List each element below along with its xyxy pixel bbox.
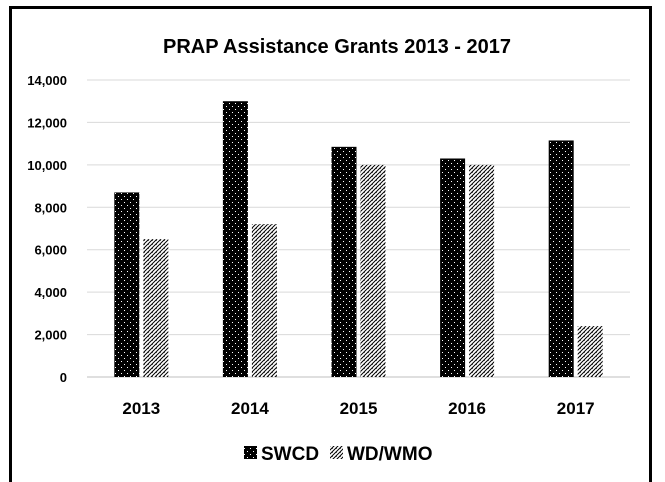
bar-wd-wmo-2013	[143, 239, 169, 377]
bar-wd-wmo-2016	[469, 164, 495, 377]
y-tick-label: 6,000	[34, 243, 67, 258]
legend-label: WD/WMO	[347, 444, 432, 465]
x-tick-label: 2015	[340, 399, 378, 418]
bar-swcd-2015	[331, 146, 357, 377]
y-axis-ticks: 0 2,000 4,000 6,000 8,000 10,000 12,000 14,000	[27, 73, 67, 385]
y-tick-label: 14,000	[27, 73, 67, 88]
y-tick-label: 12,000	[27, 115, 67, 130]
y-tick-label: 10,000	[27, 158, 67, 173]
legend: SWCD WD/WMO	[244, 444, 432, 465]
y-tick-label: 8,000	[34, 200, 67, 215]
bars	[114, 101, 603, 377]
bar-swcd-2014	[222, 101, 248, 377]
legend-label: SWCD	[261, 444, 319, 465]
x-tick-label: 2016	[448, 399, 486, 418]
legend-swatch	[244, 446, 257, 459]
bar-wd-wmo-2015	[360, 164, 386, 377]
x-tick-label: 2014	[231, 399, 269, 418]
bar-swcd-2016	[440, 158, 466, 377]
gridlines	[87, 79, 630, 378]
x-tick-label: 2013	[122, 399, 160, 418]
y-tick-label: 0	[60, 370, 67, 385]
bar-wd-wmo-2014	[251, 224, 277, 377]
y-tick-label: 4,000	[34, 285, 67, 300]
chart-title: PRAP Assistance Grants 2013 - 2017	[163, 36, 511, 58]
bar-swcd-2017	[548, 140, 574, 377]
y-tick-label: 2,000	[34, 328, 67, 343]
x-axis-ticks: 2013 2014 2015 2016 2017	[122, 399, 594, 418]
legend-swatch	[330, 446, 343, 459]
bar-wd-wmo-2017	[577, 326, 603, 377]
x-tick-label: 2017	[557, 399, 595, 418]
bar-swcd-2013	[114, 192, 140, 377]
